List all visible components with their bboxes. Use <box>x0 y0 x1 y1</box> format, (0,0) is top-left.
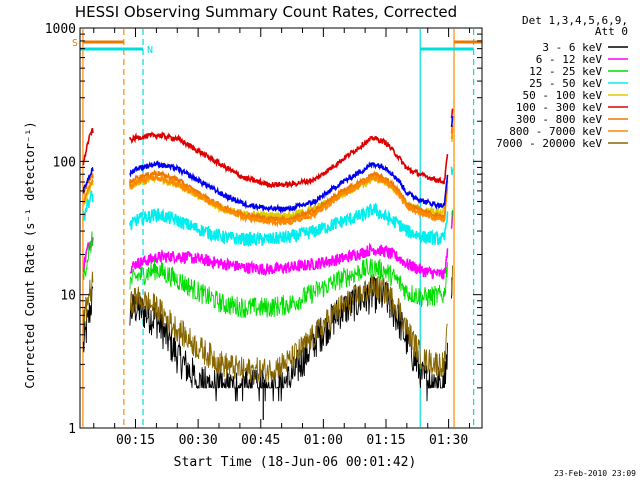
footer-date: 23-Feb-2010 23:09 <box>554 469 636 478</box>
legend-label-4: 50 - 100 keV <box>523 89 603 102</box>
x-axis-label: Start Time (18-Jun-06 00:01:42) <box>174 455 417 470</box>
chart-title: HESSI Observing Summary Count Rates, Cor… <box>75 3 457 21</box>
legend-header-2: Att 0 <box>595 25 628 38</box>
axes: 00:15 00:30 00:45 01:00 01:15 01:30 1 10 100 1000 <box>45 22 483 448</box>
plot-area: SN <box>72 29 482 427</box>
legend-label-8: 7000 - 20000 keV <box>496 137 602 150</box>
x-tick-label: 01:00 <box>304 433 343 448</box>
legend-label-3: 25 - 50 keV <box>529 77 602 90</box>
x-tick-label: 01:15 <box>366 433 405 448</box>
legend-label-1: 6 - 12 keV <box>536 53 603 66</box>
axes-frame <box>79 27 483 429</box>
y-tick-label: 1000 <box>45 22 76 37</box>
legend-label-5: 100 - 300 keV <box>516 101 602 114</box>
series-line-3 <box>82 166 454 248</box>
series-line-9 <box>82 116 454 215</box>
series-line-2 <box>82 209 453 319</box>
y-axis-label: Corrected Count Rate (s⁻¹ detector⁻¹) <box>23 121 37 388</box>
series-line-7 <box>82 128 454 228</box>
y-tick-label: 100 <box>53 155 76 170</box>
y-tick-label: 10 <box>60 289 76 304</box>
legend-label-6: 300 - 800 keV <box>516 113 602 126</box>
y-tick-label: 1 <box>68 422 76 437</box>
flag-label-1: N <box>147 45 153 56</box>
x-tick-label: 00:15 <box>116 433 155 448</box>
series-line-8 <box>82 265 453 384</box>
legend-header-1: Det 1,3,4,5,6,9, <box>522 14 628 27</box>
series-line-5 <box>82 108 454 189</box>
x-tick-label: 01:30 <box>429 433 468 448</box>
legend-label-0: 3 - 6 keV <box>542 41 602 54</box>
x-tick-label: 00:45 <box>241 433 280 448</box>
legend-label-2: 12 - 25 keV <box>529 65 602 78</box>
x-tick-label: 00:30 <box>179 433 218 448</box>
flag-label-0: S <box>72 38 78 49</box>
legend-label-7: 800 - 7000 keV <box>509 125 602 138</box>
